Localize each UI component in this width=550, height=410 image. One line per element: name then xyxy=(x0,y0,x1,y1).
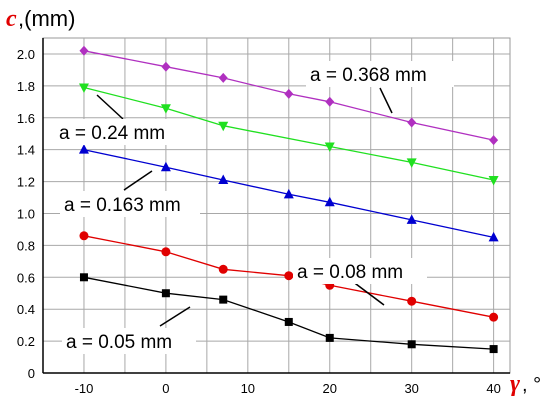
x-axis-symbol: γ xyxy=(510,371,520,397)
annotations: a = 0.368 mm a = 0.24 mm a = 0.163 mm a … xyxy=(55,61,454,354)
y-tick-label-6: 1.2 xyxy=(17,175,35,190)
y-tick-label-0: 0 xyxy=(28,366,35,381)
series-layer xyxy=(78,45,499,354)
point-3-5 xyxy=(407,296,417,306)
point-4-0 xyxy=(79,273,88,282)
point-3-0 xyxy=(79,231,89,241)
point-1-3 xyxy=(324,142,335,152)
series-1 xyxy=(78,83,499,186)
point-0-6 xyxy=(489,135,499,146)
point-2-4 xyxy=(324,196,335,207)
y-tick-label-5: 1.0 xyxy=(17,206,35,221)
point-0-1 xyxy=(161,61,171,72)
y-tick-label-8: 1.6 xyxy=(17,111,35,126)
x-tick-label-2: 10 xyxy=(241,381,255,396)
point-2-3 xyxy=(283,188,294,199)
y-tick-label-4: 0.8 xyxy=(17,238,35,253)
label-bg-3 xyxy=(293,258,427,284)
point-3-6 xyxy=(489,312,499,322)
point-2-5 xyxy=(406,214,417,224)
leader-0 xyxy=(379,87,393,114)
series-label-4: a = 0.05 mm xyxy=(66,332,172,353)
y-tick-label-9: 1.8 xyxy=(17,79,35,94)
point-1-1 xyxy=(160,104,171,114)
point-4-2 xyxy=(219,295,228,304)
y-tick-label-3: 0.6 xyxy=(17,270,35,285)
y-axis-unit: ,(mm) xyxy=(18,6,75,31)
point-3-2 xyxy=(218,264,228,274)
leader-3 xyxy=(351,280,385,306)
y-axis-symbol: c xyxy=(6,6,17,32)
point-2-6 xyxy=(488,231,499,242)
point-1-0 xyxy=(78,83,89,93)
label-bg-2 xyxy=(60,191,200,217)
x-tick-label-1: 0 xyxy=(162,381,169,396)
leader-2 xyxy=(123,170,153,191)
series-label-2: a = 0.163 mm xyxy=(64,195,181,216)
point-0-3 xyxy=(284,88,294,99)
y-tick-label-2: 0.4 xyxy=(17,302,35,317)
leader-4 xyxy=(159,306,191,327)
point-2-0 xyxy=(78,144,89,154)
point-4-3 xyxy=(284,317,293,326)
point-0-0 xyxy=(79,45,89,56)
series-label-3: a = 0.08 mm xyxy=(297,262,403,283)
label-bg-1 xyxy=(55,119,187,145)
y-tick-label-7: 1.4 xyxy=(17,143,35,158)
point-0-2 xyxy=(218,72,228,83)
point-4-5 xyxy=(407,340,416,349)
point-1-4 xyxy=(406,158,417,168)
series-0 xyxy=(79,45,499,146)
x-axis-unit: , ° xyxy=(522,374,541,396)
label-bg-4 xyxy=(62,328,196,354)
series-label-1: a = 0.24 mm xyxy=(59,123,165,144)
y-tick-label-1: 0.2 xyxy=(17,334,35,349)
point-3-3 xyxy=(284,271,294,281)
point-4-1 xyxy=(161,289,170,298)
point-1-5 xyxy=(488,175,499,186)
axes: 0 0.2 0.4 0.6 0.8 1.0 1.2 1.4 1.6 1.8 2.0 -10 0 10 20 3… xyxy=(17,38,510,396)
axis-labels: c ,(mm) γ , ° xyxy=(6,6,541,397)
series-3 xyxy=(79,231,499,322)
point-2-1 xyxy=(160,161,171,172)
point-3-1 xyxy=(161,247,171,257)
series-line-1 xyxy=(83,86,494,181)
point-4-4 xyxy=(325,333,334,342)
label-bg-0 xyxy=(306,61,454,87)
x-tick-label-5: 40 xyxy=(486,381,500,396)
x-tick-label-3: 20 xyxy=(323,381,337,396)
x-tick-label-4: 30 xyxy=(404,381,418,396)
y-tick-label-10: 2.0 xyxy=(17,47,35,62)
series-2 xyxy=(78,144,499,242)
x-tick-label-0: -10 xyxy=(75,381,94,396)
point-1-2 xyxy=(218,121,229,132)
leader-1 xyxy=(96,94,124,120)
point-0-4 xyxy=(325,96,335,107)
point-0-5 xyxy=(407,117,417,128)
point-4-6 xyxy=(489,345,498,354)
series-label-0: a = 0.368 mm xyxy=(310,65,427,86)
series-4 xyxy=(79,273,498,354)
point-2-2 xyxy=(218,174,229,184)
